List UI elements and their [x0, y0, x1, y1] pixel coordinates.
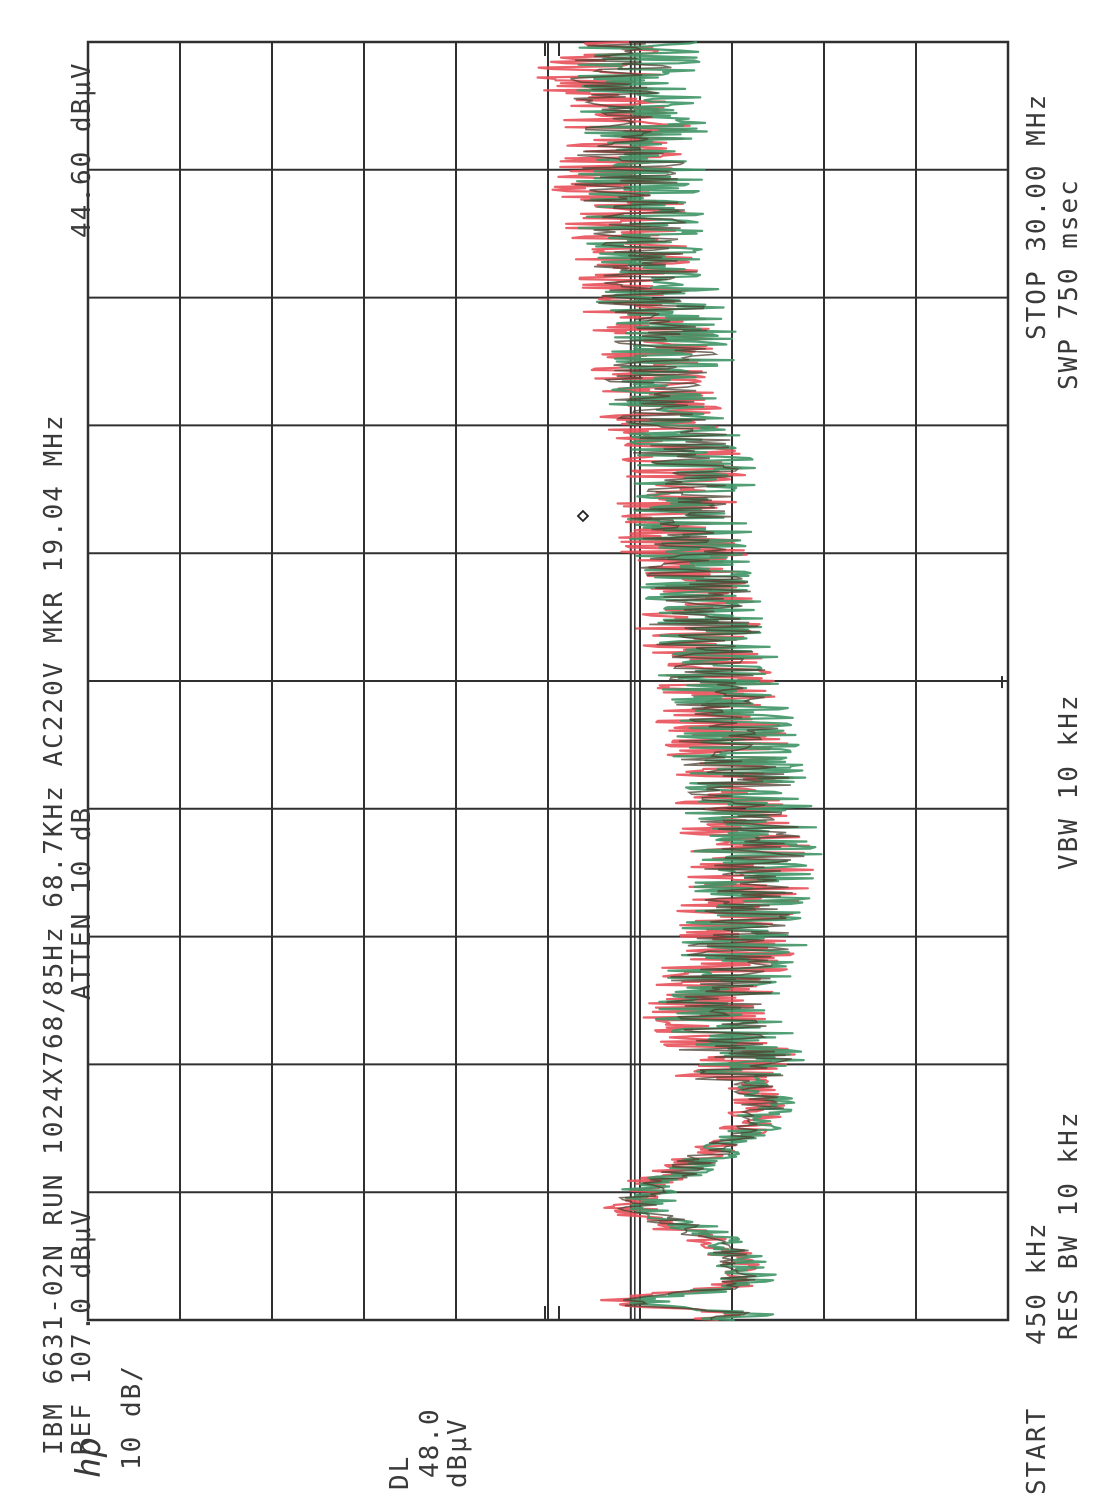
sweep-time: SWP 750 msec — [1054, 178, 1084, 390]
marker-level: 44.60 dBµV — [67, 61, 97, 238]
dl-value: 48.0 — [415, 1407, 445, 1478]
trace-overlap — [570, 41, 805, 1321]
plot-grid — [86, 40, 1010, 1322]
stop-freq: STOP 30.00 MHz — [1022, 93, 1052, 340]
hp-logo: hp — [69, 1437, 109, 1478]
header-line1: IBM 6631-02N RUN 1024X768/85Hz 68.7KHz A… — [39, 413, 69, 1455]
start-freq: 450 kHz — [1022, 1221, 1052, 1345]
atten-label: ATTEN 10 dB — [67, 806, 97, 1000]
scale-label: 10 dB/ — [117, 1364, 147, 1470]
ref-level: REF 107.0 dBµV — [67, 1208, 97, 1455]
plot-traces — [536, 40, 823, 1322]
dl-label: DL — [385, 1455, 415, 1490]
plot-markers — [576, 509, 590, 523]
res-bw: RES BW 10 kHz — [1054, 1111, 1084, 1341]
start-word: START — [1022, 1407, 1052, 1495]
dl-unit: dBµV — [443, 1417, 473, 1488]
vbw: VBW 10 kHz — [1054, 693, 1084, 870]
marker-diamond — [576, 509, 590, 523]
